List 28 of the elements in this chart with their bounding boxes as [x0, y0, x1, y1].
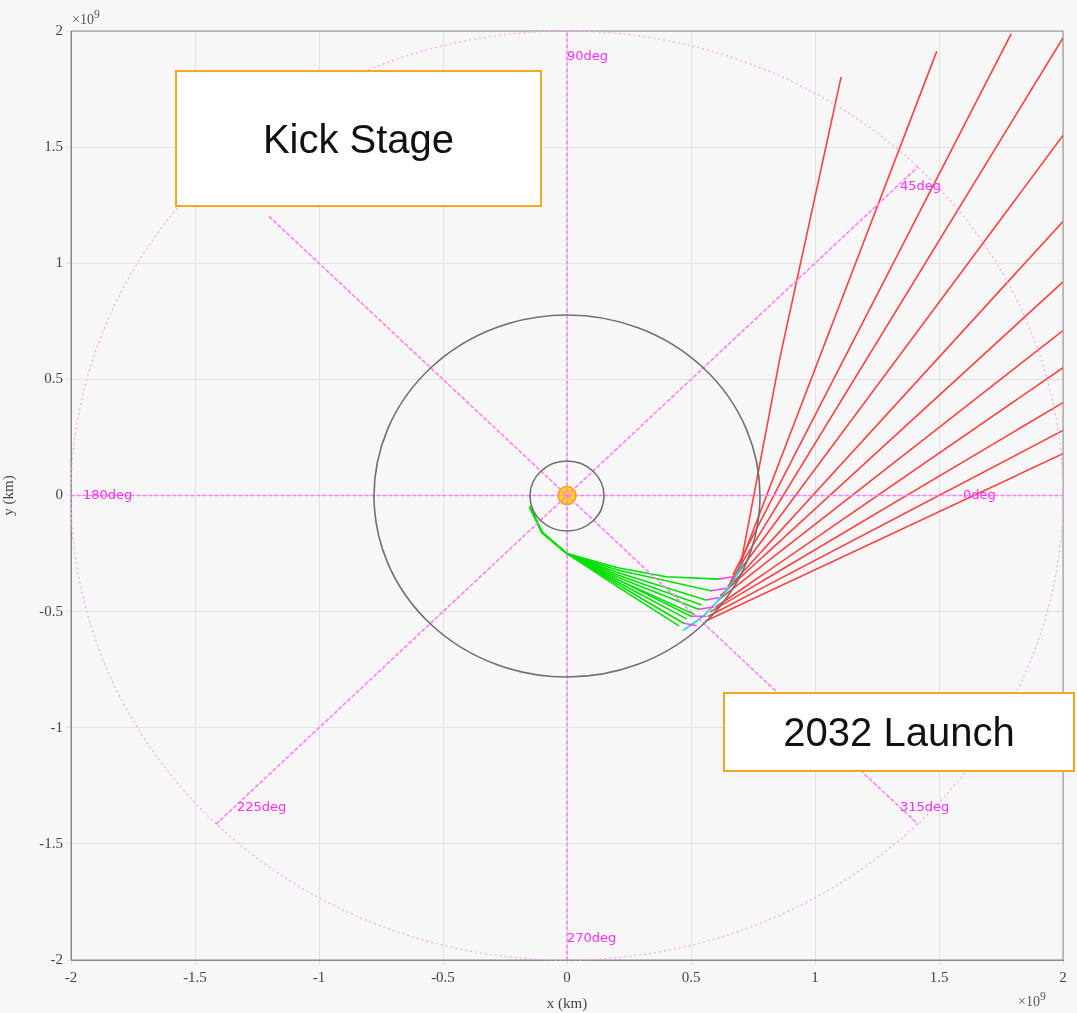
y-tick-label: -0.5 [39, 602, 63, 619]
x-tick-label: 1.5 [929, 968, 949, 985]
y-tick-label: 0.5 [44, 370, 63, 387]
y-tick-label: -1 [50, 718, 63, 735]
text-box: 2032 Launch [723, 692, 1075, 772]
annotation: 270deg [567, 930, 617, 945]
y-axis-title: y (km) [0, 475, 17, 516]
x-tick-label: -1.5 [183, 968, 207, 985]
annotation: 90deg [567, 48, 609, 63]
y-tick-label: -2 [50, 950, 63, 967]
text-box: Kick Stage [175, 70, 542, 207]
y-tick-label: 0 [55, 486, 63, 503]
x-tick-label: 1 [811, 968, 819, 985]
x-tick-label: 2 [1059, 968, 1067, 985]
text: ×10$^{9}$ [72, 8, 100, 28]
x-tick-label: -0.5 [431, 968, 455, 985]
y-tick-label: 1.5 [44, 138, 63, 155]
y-tick-label: 2 [55, 21, 63, 38]
y-tick-label: -1.5 [39, 834, 63, 851]
x-axis-title: x (km) [546, 994, 588, 1012]
y-tick-label: 1 [55, 254, 63, 271]
annotation: 225deg [237, 799, 287, 814]
x-tick-label: 0 [563, 968, 571, 985]
annotation: 315deg [900, 799, 950, 814]
x-tick-label: -1 [312, 968, 326, 985]
text: ×10$^{9}$ [1018, 990, 1046, 1010]
annotation: 180deg [83, 487, 133, 502]
x-tick-label: 0.5 [681, 968, 701, 985]
